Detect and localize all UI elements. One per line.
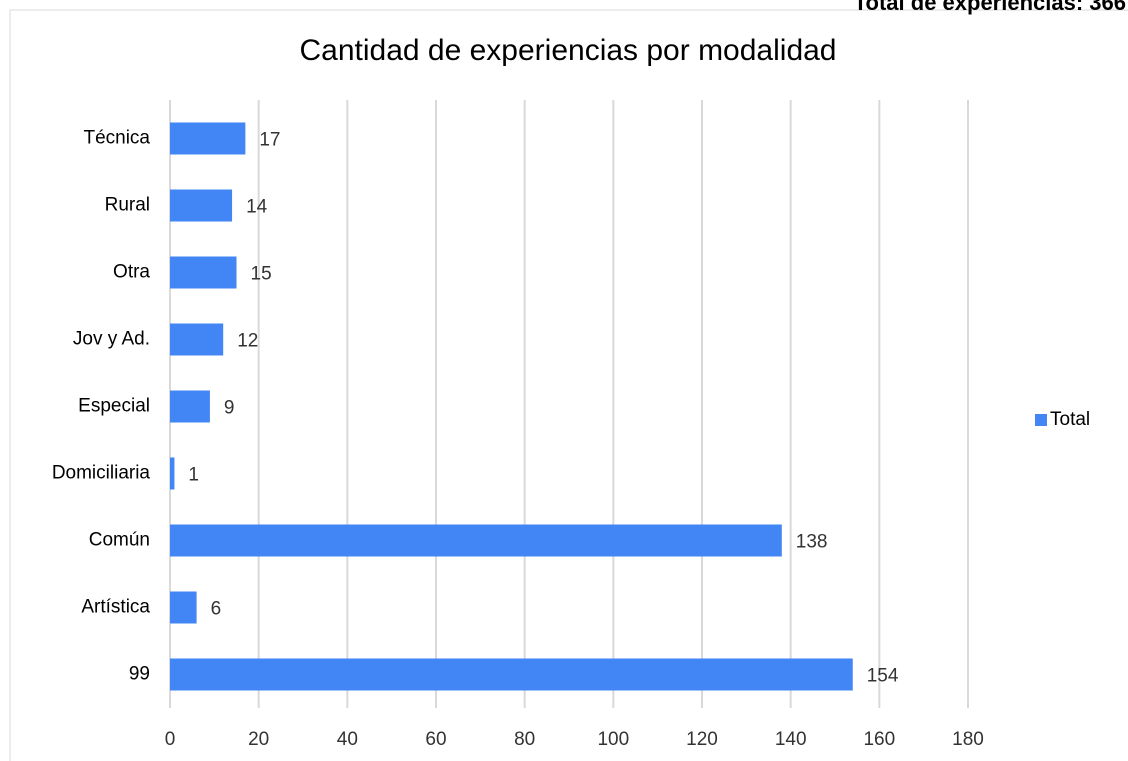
y-tick-label: Artística [81,597,150,618]
data-label: 1 [188,465,199,486]
x-tick-label: 80 [514,729,535,750]
bar [170,591,197,624]
y-tick-label: Especial [78,396,150,417]
legend-swatch [1035,414,1047,426]
x-tick-label: 160 [863,729,895,750]
data-label: 12 [237,331,258,352]
legend-label: Total [1050,409,1090,430]
bar [170,122,246,155]
data-label: 14 [246,197,268,218]
y-tick-label: Rural [105,195,150,216]
bar [170,658,853,691]
data-label: 154 [867,666,899,687]
x-tick-label: 180 [952,729,984,750]
bar [170,524,782,557]
x-tick-label: 120 [686,729,718,750]
y-tick-label: Domiciliaria [52,463,151,484]
chart-title: Cantidad de experiencias por modalidad [299,34,836,67]
x-tick-label: 0 [165,729,176,750]
bar [170,256,237,289]
y-tick-label: Técnica [83,128,150,149]
bar [170,323,224,356]
data-label: 138 [796,532,828,553]
y-tick-label: Jov y Ad. [73,329,150,350]
bar [170,390,210,423]
data-label: 6 [211,599,222,620]
y-tick-label: 99 [129,664,150,685]
x-tick-label: 140 [775,729,807,750]
y-tick-label: Otra [113,262,150,283]
annotation: Total de experiencias: 366 [854,0,1126,15]
data-label: 17 [259,130,280,151]
bar [170,457,175,490]
x-tick-label: 60 [425,729,446,750]
x-tick-label: 20 [248,729,269,750]
y-tick-label: Común [89,530,150,551]
x-tick-label: 40 [337,729,358,750]
data-label: 9 [224,398,235,419]
data-label: 15 [251,264,272,285]
bar [170,189,233,222]
x-tick-label: 100 [597,729,629,750]
